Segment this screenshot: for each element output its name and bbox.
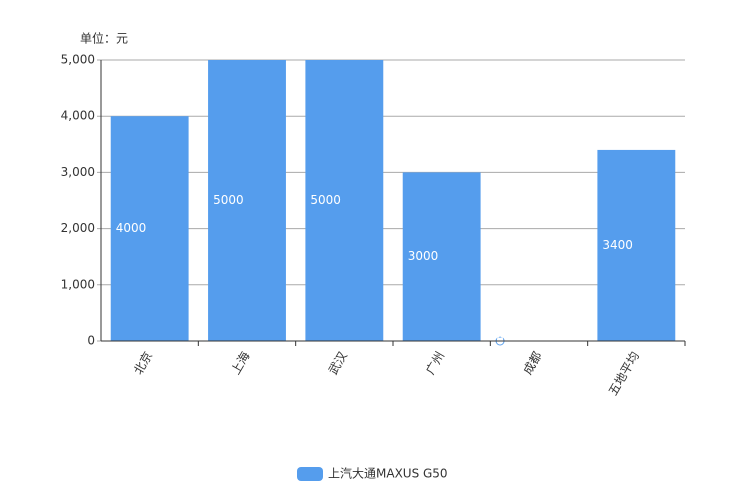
unit-label: 单位：元 — [80, 31, 128, 46]
y-tick-label: 0 — [87, 334, 95, 348]
bar — [208, 60, 286, 341]
value-label: 3400 — [602, 238, 633, 252]
y-tick-label: 2,000 — [61, 221, 95, 235]
y-tick-label: 3,000 — [61, 165, 95, 179]
bar — [402, 172, 481, 341]
y-tick-label: 5,000 — [61, 53, 95, 67]
bar — [305, 60, 384, 341]
legend-label: 上汽大通MAXUS G50 — [328, 466, 448, 481]
value-label: 3000 — [408, 249, 439, 263]
value-label: 4000 — [116, 221, 147, 235]
legend-swatch — [297, 467, 323, 481]
value-label: 5000 — [310, 193, 341, 207]
y-tick-label: 4,000 — [61, 109, 95, 123]
x-tick-label: 五地平均 — [606, 349, 642, 398]
y-tick-label: 1,000 — [61, 277, 95, 291]
x-tick-label: 上海 — [228, 349, 253, 377]
x-tick-label: 北京 — [131, 349, 155, 377]
bar — [597, 149, 676, 341]
bar — [110, 116, 189, 341]
value-label: 5000 — [213, 193, 244, 207]
x-tick-label: 广州 — [423, 349, 447, 377]
x-tick-label: 成都 — [520, 349, 544, 377]
x-tick-label: 武汉 — [326, 349, 350, 377]
